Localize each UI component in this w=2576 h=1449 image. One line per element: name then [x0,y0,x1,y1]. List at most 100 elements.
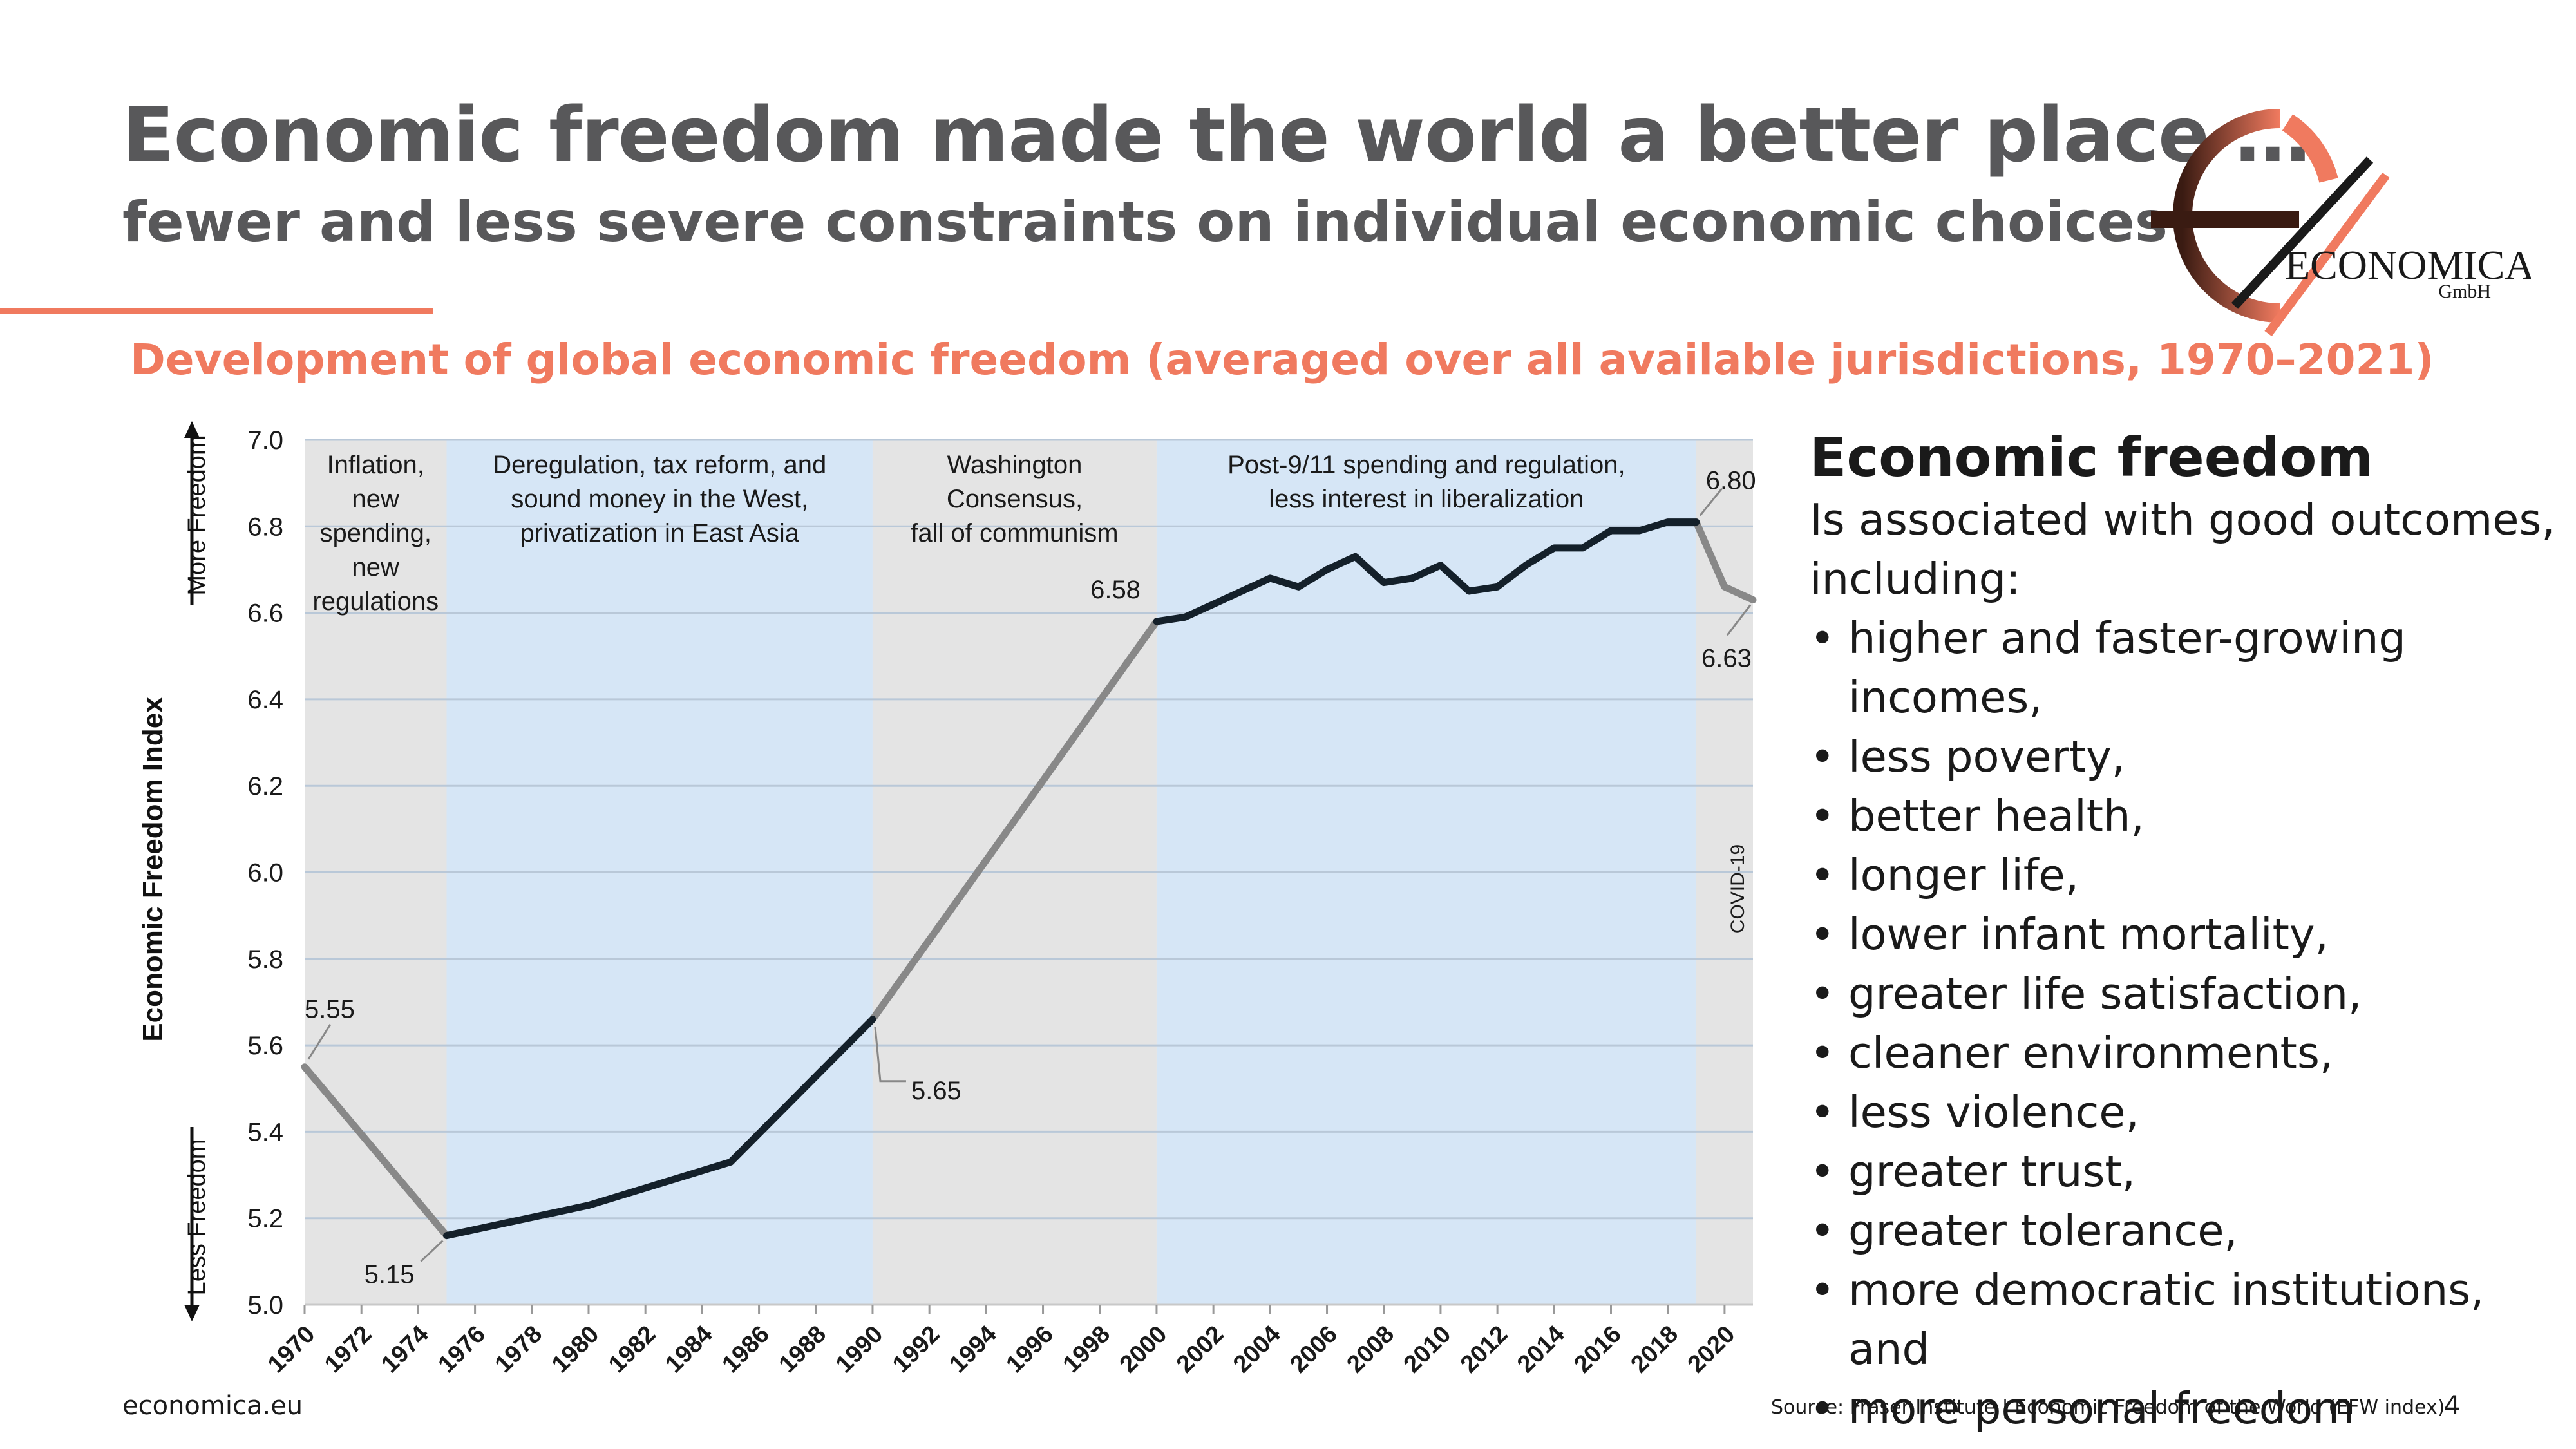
y-tick-label: 6.4 [247,686,283,714]
y-tick-label: 6.0 [247,859,283,887]
footer-source: Source: Fraser Institute | Economic Free… [1771,1396,2445,1419]
band-label: sound money in the West, [511,485,808,513]
slide-subtitle: fewer and less severe constraints on ind… [122,190,2168,254]
band-label: Inflation, [327,451,424,479]
more-arrow-head [184,421,200,438]
page-number: 4 [2444,1391,2461,1421]
band-label: less interest in liberalization [1269,485,1584,513]
list-item: more personal freedom [1810,1379,2563,1438]
x-tick-label: 1996 [1001,1321,1058,1378]
annotation-leader [874,1027,906,1083]
list-item: cleaner environments, [1810,1023,2563,1083]
logo-ring-right [2282,114,2338,183]
chart-annotations: 5.55 5.15 5.65 6.58 6.80 6.63 [305,467,1756,1289]
band-label: spending, [320,519,431,547]
y-tick-label: 6.6 [247,600,283,628]
annotation-leader [307,1023,332,1060]
x-tick-label: 2014 [1512,1321,1569,1378]
annotation-leader [420,1240,444,1262]
list-item: lower infant mortality, [1810,905,2563,964]
chart-heading: Development of global economic freedom (… [130,335,2434,384]
side-panel-intro: Is associated with good outcomes, includ… [1810,494,2555,604]
x-tick-label: 1974 [376,1321,433,1378]
band-label: Consensus, [947,485,1083,513]
series-line-annual [1153,518,1700,625]
y-axis-title: Economic Freedom Index [137,697,169,1042]
x-tick-label: 1986 [717,1321,774,1378]
x-tick-label: 2006 [1285,1321,1342,1378]
logo-slash-orange [2264,172,2390,337]
x-tick-label: 1976 [433,1321,490,1378]
chart-x-ticks: 1970197219741976197819801982198419861988… [263,1305,1740,1378]
x-tick-label: 1984 [660,1321,717,1378]
y-tick-label: 6.2 [247,772,283,800]
x-tick-label: 1992 [887,1321,945,1378]
annotation-label: 6.58 [1090,576,1141,604]
side-panel-list: higher and faster-growing incomes, less … [1810,609,2563,1438]
annotation-leader [1699,488,1723,516]
y-tick-label: 5.4 [247,1118,283,1146]
x-tick-label: 2000 [1115,1321,1172,1378]
x-tick-label: 2012 [1455,1321,1513,1378]
band-label: regulations [312,587,439,616]
x-tick-label: 2010 [1399,1321,1456,1378]
annotation-label: 5.15 [365,1261,415,1289]
y-tick-label: 5.6 [247,1032,283,1060]
list-item: greater tolerance, [1810,1201,2563,1260]
x-tick-label: 2004 [1228,1321,1285,1378]
slide-title: Economic freedom made the world a better… [122,90,2311,179]
logo-wordmark: ECONOMICA [2285,242,2531,288]
list-item: higher and faster-growing incomes, [1810,609,2563,727]
chart-axis-titles: Economic Freedom Index More Freedom Less F… [137,435,211,1295]
accent-rule [0,308,433,314]
y-tick-label: 5.8 [247,945,283,974]
band-label-covid: COVID-19 [1727,844,1748,933]
x-tick-label: 1990 [831,1321,888,1378]
more-freedom-label: More Freedom [184,435,211,595]
x-tick-label: 2016 [1569,1321,1626,1378]
x-tick-label: 1970 [263,1321,320,1378]
footer-website: economica.eu [122,1391,303,1421]
y-tick-label: 6.8 [247,513,283,541]
y-tick-label: 5.2 [247,1205,283,1233]
x-tick-label: 1972 [319,1321,377,1378]
list-item: more democratic institutions, and [1810,1260,2563,1379]
economic-freedom-chart: Inflation, new spending, new regulations Dere… [137,421,1757,1378]
x-tick-label: 1998 [1058,1321,1115,1378]
logo-bar [2151,211,2299,228]
list-item: better health, [1810,786,2563,846]
list-item: less poverty, [1810,727,2563,786]
economica-logo: ECONOMICA GmbH [2151,109,2531,337]
annotation-label: 5.55 [305,996,355,1024]
annotation-label: 6.63 [1701,644,1752,672]
y-tick-label: 7.0 [247,426,283,455]
band-label: Washington [947,451,1083,479]
list-item: greater trust, [1810,1142,2563,1201]
less-arrow-head [184,1305,200,1321]
less-freedom-label: Less Freedom [184,1139,211,1296]
x-tick-label: 2018 [1626,1321,1683,1378]
list-item: greater life satisfaction, [1810,964,2563,1023]
logo-sub: GmbH [2438,281,2491,302]
x-tick-label: 2020 [1683,1321,1740,1378]
x-tick-label: 1980 [547,1321,604,1378]
x-tick-label: 1978 [490,1321,547,1378]
band-label: new [352,485,399,513]
annotation-label: 5.65 [911,1077,961,1105]
annotation-leader [1726,604,1752,636]
band-label: Post-9/11 spending and regulation, [1227,451,1625,479]
x-tick-label: 2008 [1342,1321,1399,1378]
chart-axes [184,421,1753,1321]
side-panel: Economic freedom Is associated with good… [1810,425,2563,1438]
series-line-interpolated [869,618,1160,1023]
band-label: Deregulation, tax reform, and [493,451,826,479]
band-label: privatization in East Asia [520,519,799,547]
series-line-annual [443,1016,876,1240]
x-tick-label: 2002 [1171,1321,1229,1378]
logo-slash-dark [2231,156,2374,309]
chart-y-ticks: 5.0 5.2 5.4 5.6 5.8 6.0 6.2 6.4 6.6 6.8 7.0 [247,426,283,1320]
band-label: new [352,553,399,582]
chart-gridlines [305,439,1753,1220]
x-tick-label: 1988 [774,1321,831,1378]
band-label: fall of communism [911,519,1118,547]
